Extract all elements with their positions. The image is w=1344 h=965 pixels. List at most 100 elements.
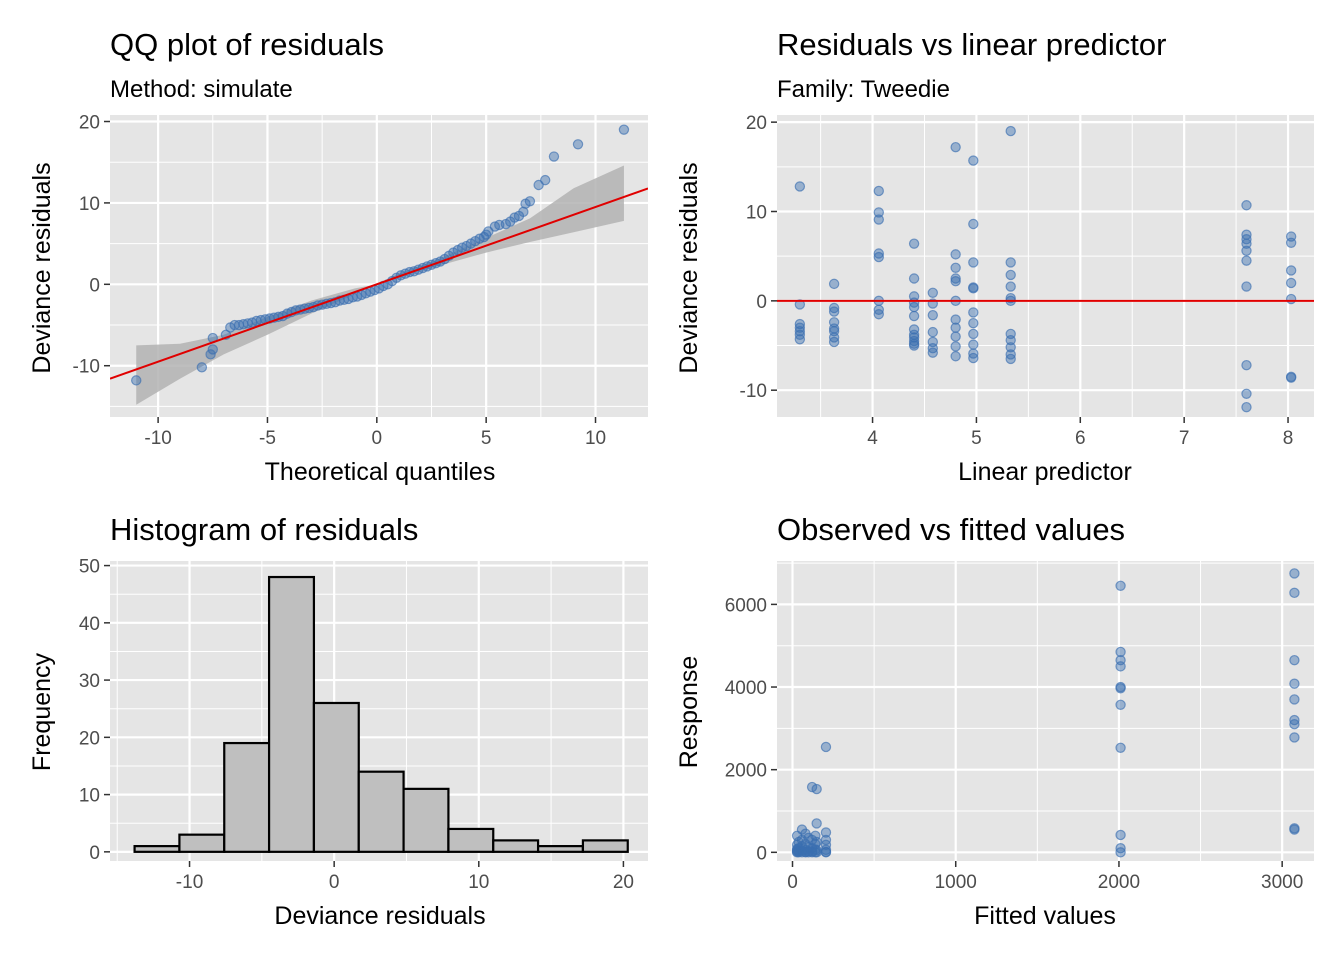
ovf-point [820,741,832,753]
ovf-x-tick-label: 1000 [935,872,977,893]
rvl-point [950,249,961,260]
ovf-point [1115,847,1126,858]
histogram-title: Histogram of residuals [110,512,418,547]
qq-x-tick-label: 10 [585,428,606,449]
rvl-point [950,275,961,287]
histogram-bar [536,845,585,853]
ovf-point [1115,699,1126,711]
qq-x-tick-label: 0 [372,428,383,449]
rvl-point [968,317,979,329]
rvl-point [794,299,806,310]
rvl-y-tick-label: 10 [746,202,767,223]
rvl-point [1005,334,1016,346]
qq-point [572,139,584,150]
qq-x-tick-label: -10 [144,428,171,449]
rvl-point [1005,125,1016,137]
rvl-point [908,301,920,313]
qq-point [518,206,529,218]
rvl-point [1285,372,1297,383]
ovf-gridlines [777,561,1314,861]
rvl-point [1285,277,1297,289]
histogram-plot-area: -10 0 10 20 0 10 20 30 40 50 [79,557,648,893]
qq-axes: -10 -5 0 5 10 -10 0 10 20 [73,113,607,449]
rvl-x-tick-label: 5 [971,428,982,449]
rvl-point [968,352,979,364]
rvl-data-layer [777,125,1314,413]
rvl-plot-subtitle: Family: Tweedie [777,76,950,103]
rvl-point [1241,255,1252,266]
rvl-panel-background [777,115,1314,417]
qq-point [548,151,560,162]
qq-plot-panel: QQ plot of residuals Method: simulate -1… [28,27,648,486]
rvl-point [794,326,806,337]
ovf-point [1289,719,1300,730]
qq-plot-subtitle: Method: simulate [110,76,293,103]
rvl-y-tick-label: -10 [740,381,767,402]
rvl-plot-title: Residuals vs linear predictor [777,27,1166,62]
rvl-point [873,185,884,197]
qq-reference-line [110,187,648,380]
rvl-point [1241,245,1252,257]
rvl-point [950,262,961,273]
qq-y-tick-label: 10 [79,194,100,215]
qq-point [540,174,551,186]
rvl-point [968,155,979,166]
rvl-point [873,251,884,263]
hist-y-tick-label: 50 [79,557,100,578]
rvl-point [908,310,920,322]
ovf-plot-title: Observed vs fitted values [777,512,1125,547]
qq-confidence-band [136,165,624,405]
ovf-point [811,783,822,795]
ovf-x-tick-label: 3000 [1261,872,1303,893]
rvl-point [1005,269,1016,281]
ovf-y-tick-label: 0 [756,843,767,864]
rvl-point [1285,265,1297,276]
rvl-point [950,314,961,325]
rvl-x-tick-label: 7 [1179,428,1190,449]
ovf-point [811,847,822,858]
qq-point [524,196,536,207]
histogram-bar [178,833,226,853]
ovf-point [1289,694,1300,705]
histogram-x-axis-title: Deviance residuals [274,902,485,930]
rvl-point [950,351,961,362]
rvl-point [1241,401,1252,413]
rvl-point [1241,238,1252,249]
ovf-panel-background [777,561,1314,861]
ovf-point [820,827,832,838]
ovf-point [1115,580,1126,591]
ovf-point [1289,587,1300,599]
rvl-point [873,214,884,225]
rvl-point [927,347,939,358]
histogram-panel: Histogram of residuals -10 0 10 20 0 10 20 30 40… [28,512,648,930]
rvl-point [908,238,920,249]
ovf-point [810,830,821,841]
rvl-point [1241,359,1252,371]
rvl-x-tick-label: 6 [1075,428,1086,449]
qq-point [618,124,630,135]
histogram-bar [357,770,405,853]
rvl-point [908,340,920,351]
qq-plot-area: -10 -5 0 5 10 -10 0 10 20 [73,113,648,449]
histogram-bar [402,787,450,853]
ovf-y-axis-title: Response [675,656,703,769]
rvl-point [873,309,884,320]
rvl-point [873,248,884,259]
ovf-point [1289,654,1300,666]
observed-vs-fitted-panel: Observed vs fitted values 0 1000 2000 30000… [675,512,1314,930]
ovf-x-tick-label: 2000 [1098,872,1140,893]
histogram-bar [312,701,360,853]
hist-axes: -10 0 10 20 0 10 20 30 40 50 [79,557,634,893]
rvl-point [828,302,840,314]
ovf-point [811,818,822,829]
qq-y-axis-title: Deviance residuals [28,162,56,373]
hist-y-tick-label: 0 [89,843,100,864]
rvl-point [968,328,979,340]
ovf-point [1115,742,1126,753]
rvl-point [1241,200,1252,211]
rvl-y-axis-title: Deviance residuals [675,162,703,373]
ovf-point [1289,824,1300,835]
rvl-point [968,307,979,318]
rvl-point [1005,281,1016,292]
